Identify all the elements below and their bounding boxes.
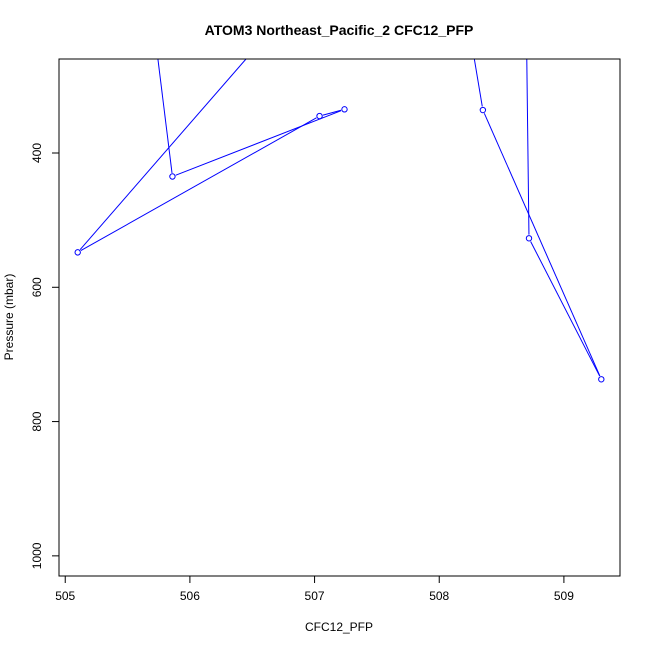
series-line-segment	[79, 59, 247, 250]
series-line-segment	[157, 59, 173, 173]
series-layer	[74, 59, 605, 383]
x-tick-label: 505	[55, 589, 75, 603]
x-tick-label: 509	[554, 589, 574, 603]
data-point	[598, 376, 605, 383]
x-tick-label: 507	[305, 589, 325, 603]
x-tick-label: 506	[180, 589, 200, 603]
data-point	[169, 173, 176, 180]
data-point	[74, 249, 81, 256]
series-line-segment	[283, 59, 288, 60]
series-line-segment	[80, 117, 317, 252]
series-line-segment	[483, 113, 601, 377]
series-line-segment	[526, 59, 530, 235]
x-axis: 505 506 507 508 509	[55, 575, 574, 603]
y-tick-label: 1000	[30, 542, 44, 569]
series-line-segment	[322, 109, 342, 116]
x-axis-label: CFC12_PFP	[305, 620, 373, 634]
plot-frame	[58, 58, 621, 577]
y-axis-label: Pressure (mbar)	[2, 274, 16, 361]
y-tick-label: 400	[30, 143, 44, 163]
series-line-segment	[530, 241, 601, 377]
data-point	[525, 235, 533, 242]
y-axis: 400 600 800 1000	[30, 143, 60, 569]
series-line-segment	[473, 59, 483, 107]
y-tick-label: 800	[30, 411, 44, 431]
data-point	[479, 106, 487, 114]
series-line-segment	[175, 110, 342, 176]
chart-title: ATOM3 Northeast_Pacific_2 CFC12_PFP	[205, 22, 474, 38]
data-point	[316, 112, 323, 120]
x-tick-label: 508	[429, 589, 449, 603]
y-tick-label: 600	[30, 277, 44, 297]
data-point	[341, 106, 348, 113]
